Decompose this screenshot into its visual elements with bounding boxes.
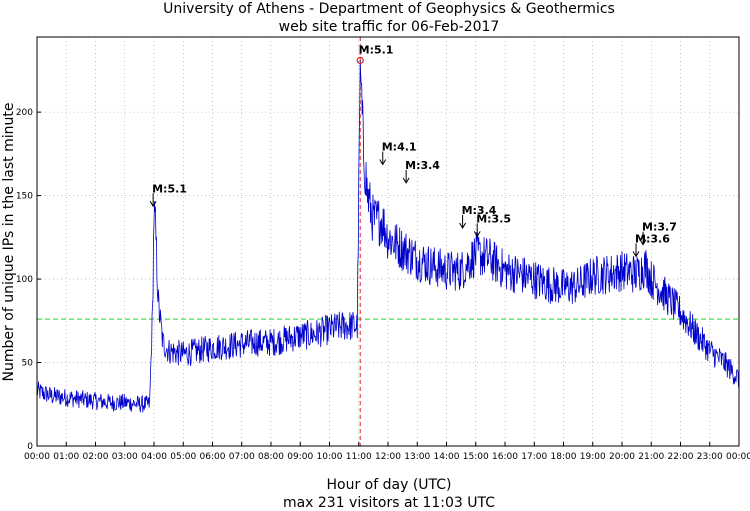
y-axis-label: Number of unique IPs in the last minute (1, 103, 17, 382)
x-tick-label: 23:00 (697, 452, 723, 462)
max-point-marker (356, 56, 364, 64)
quake-arrow-head (402, 177, 410, 184)
x-tick-label: 18:00 (551, 452, 577, 462)
quake-arrow-head (459, 222, 467, 229)
grid (37, 37, 739, 446)
x-tick-label: 03:00 (112, 452, 138, 462)
x-tick-label: 00:00 (24, 452, 50, 462)
quake-label: M:3.7 (642, 221, 677, 234)
quake-label: M:3.4 (405, 159, 440, 172)
x-tick-label: 22:00 (668, 452, 694, 462)
quake-label: M:3.4 (462, 204, 497, 217)
y-axis-ticks: 0 50 100 150 200 (16, 108, 41, 452)
x-tick-label: 12:00 (375, 452, 401, 462)
x-tick-label: 08:00 (258, 452, 284, 462)
x-tick-label: 21:00 (638, 452, 664, 462)
y-tick-label: 50 (22, 359, 34, 369)
traffic-series-line (36, 60, 740, 413)
x-tick-label: 15:00 (463, 452, 489, 462)
x-tick-label: 09:00 (287, 452, 313, 462)
quake-arrow-head (632, 251, 640, 258)
quake-arrow-head (149, 201, 157, 208)
quake-arrow-head (379, 159, 387, 166)
chart-subtitle: web site traffic for 06-Feb-2017 (279, 19, 500, 35)
max-visitors-caption: max 231 visitors at 11:03 UTC (283, 495, 495, 511)
x-tick-label: 20:00 (609, 452, 635, 462)
quake-label: M:5.1 (152, 182, 187, 195)
quake-label: M:3.6 (635, 232, 670, 245)
x-tick-label: 14:00 (434, 452, 460, 462)
quake-label: M:5.1 (359, 44, 394, 57)
y-tick-label: 100 (16, 275, 33, 285)
quake-label: M:3.5 (476, 212, 511, 225)
x-axis-label: Hour of day (UTC) (327, 477, 452, 493)
x-tick-label: 13:00 (404, 452, 430, 462)
quake-arrow-head (639, 239, 647, 246)
chart-title: University of Athens - Department of Geo… (163, 1, 615, 17)
x-tick-label: 04:00 (141, 452, 167, 462)
x-tick-label: 10:00 (317, 452, 343, 462)
x-axis-ticks: 00:00 01:00 02:00 03:00 04:00 05:00 06:00 07:00… (24, 442, 750, 462)
y-tick-label: 150 (16, 192, 33, 202)
x-tick-label: 07:00 (229, 452, 255, 462)
x-tick-label: 16:00 (492, 452, 518, 462)
x-tick-label: 05:00 (170, 452, 196, 462)
y-tick-label: 200 (16, 108, 33, 118)
y-tick-label: 0 (27, 442, 33, 452)
x-tick-label: 06:00 (200, 452, 226, 462)
x-tick-label: 00:00 (726, 452, 750, 462)
x-tick-label: 19:00 (580, 452, 606, 462)
quake-arrow-head (473, 231, 481, 238)
x-tick-label: 17:00 (521, 452, 547, 462)
earthquake-annotations: M:5.1M:5.1M:4.1M:3.4M:3.4M:3.5M:3.7M:3.6 (149, 44, 677, 258)
quake-label: M:4.1 (382, 141, 417, 154)
x-tick-label: 11:00 (346, 452, 372, 462)
x-tick-label: 02:00 (83, 452, 109, 462)
x-tick-label: 01:00 (53, 452, 79, 462)
